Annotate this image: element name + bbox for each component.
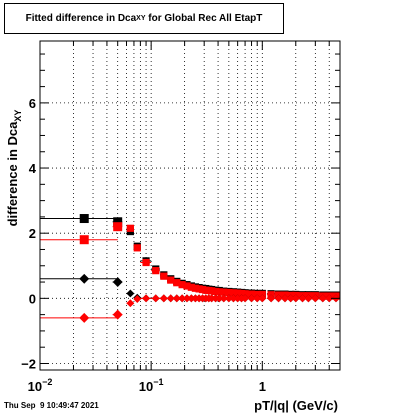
data-point [298, 294, 307, 303]
data-point [160, 272, 168, 280]
data-point [79, 273, 90, 284]
data-point [126, 289, 135, 298]
data-point [241, 290, 249, 298]
data-point [167, 276, 175, 284]
data-point [274, 294, 283, 303]
data-point [247, 294, 256, 303]
data-point [159, 294, 168, 303]
data-point [215, 288, 223, 296]
data-point [113, 222, 123, 232]
data-point [229, 289, 238, 297]
data-point [267, 294, 276, 303]
data-point [113, 217, 123, 227]
data-point [187, 283, 195, 291]
data-point [187, 294, 196, 303]
data-point [126, 224, 134, 232]
data-point [286, 294, 295, 303]
y-tick-label: 6 [29, 96, 36, 111]
data-point [224, 294, 233, 303]
data-point [219, 294, 228, 303]
data-point [152, 267, 160, 275]
plot-frame [39, 40, 341, 371]
data-point [220, 288, 228, 296]
data-point [133, 244, 141, 252]
x-tick-label-base: 10 [28, 379, 42, 394]
data-point [318, 294, 327, 303]
data-point [258, 294, 267, 303]
data-point [142, 294, 151, 303]
data-point [112, 309, 123, 320]
y-axis-label: difference in DcaXY [5, 110, 23, 227]
grid [39, 41, 341, 370]
x-tick-label: 10−1 [139, 377, 164, 394]
data-point [79, 214, 89, 224]
data-point [166, 294, 175, 303]
data-point [211, 287, 220, 296]
data-point [178, 294, 187, 303]
y-axis-label-sub: XY [13, 110, 23, 122]
chart-title-pre: Fitted difference in Dca [25, 13, 137, 24]
data-point [247, 290, 256, 298]
y-axis-label-pre: difference in Dca [5, 121, 20, 227]
chart-title-post: for Global Rec All EtapT [145, 13, 263, 24]
data-point [281, 294, 289, 303]
data-point [142, 258, 150, 267]
data-point [291, 294, 300, 303]
data-point [234, 289, 242, 297]
data-point [183, 294, 191, 303]
data-point [325, 294, 334, 303]
series-1 [40, 222, 340, 300]
y-tick-label: 0 [29, 291, 36, 306]
x-tick-label: 1 [259, 379, 266, 394]
chart-title-sub: XY [136, 15, 146, 22]
x-tick-label-exponent: −2 [42, 377, 52, 387]
data-point [215, 294, 224, 303]
data-point [304, 294, 313, 303]
data-point [241, 294, 250, 303]
data-point [151, 294, 160, 303]
data-point [253, 294, 262, 303]
y-tick-label: 2 [29, 226, 36, 241]
timestamp: Thu Sep 9 10:49:47 2021 [4, 401, 99, 410]
chart-title: Fitted difference in Dca XY for Global Re… [4, 3, 284, 34]
x-tick-label-base: 1 [259, 379, 266, 394]
y-tick-label: −2 [21, 356, 36, 371]
data-point [229, 294, 238, 303]
y-tick-label: 4 [29, 161, 37, 176]
data-point [112, 277, 123, 287]
data-point [208, 287, 216, 295]
data-point [126, 299, 135, 308]
x-tick-label-base: 10 [139, 379, 153, 394]
data-point [79, 312, 90, 323]
data-point [207, 294, 216, 303]
data-point [133, 295, 142, 303]
x-tick-label: 10−2 [28, 377, 53, 394]
data-point [311, 294, 320, 303]
data-point [79, 235, 89, 245]
data-point [172, 294, 181, 303]
data-point [225, 288, 233, 297]
data-point [173, 279, 181, 287]
x-axis-label: pT/|q| (GeV/c) [254, 398, 338, 413]
data-point [178, 281, 186, 289]
data-layer [40, 214, 340, 323]
series-3 [40, 294, 340, 323]
data-point [191, 284, 199, 292]
data-point [183, 282, 191, 290]
x-tick-label-exponent: −1 [153, 377, 163, 387]
